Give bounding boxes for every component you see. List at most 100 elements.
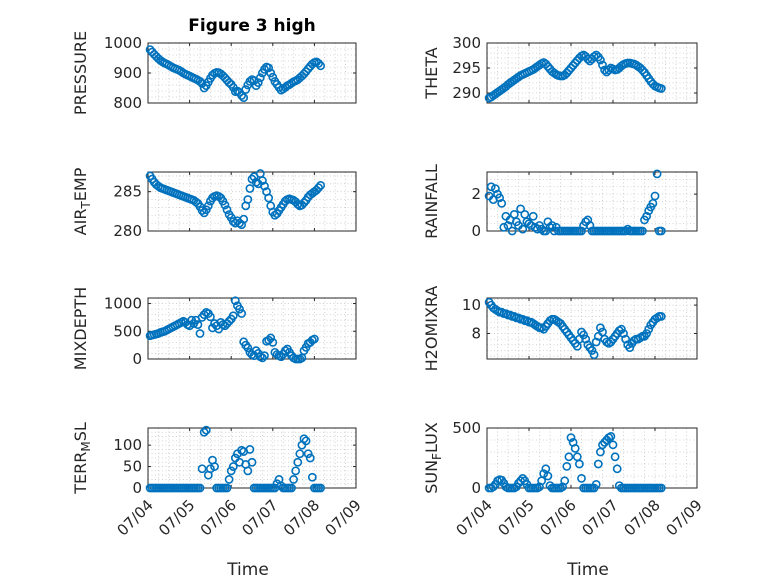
data-point: [656, 226, 666, 236]
data-point: [608, 440, 618, 450]
data-point: [268, 72, 278, 82]
data-point: [566, 63, 576, 73]
data-point: [617, 324, 626, 334]
data-point: [205, 464, 215, 474]
data-point: [197, 206, 207, 215]
y-tick-label: 50: [123, 458, 142, 476]
y-axis-label: AIRTEMP: [71, 167, 93, 235]
x-tick-label: 07/04: [114, 496, 157, 539]
data-point: [516, 476, 525, 486]
data-point: [560, 476, 570, 486]
series-markers: [145, 169, 326, 230]
y-tick-label: 295: [452, 59, 481, 77]
grid: [487, 298, 697, 359]
data-point: [201, 425, 211, 435]
data-point: [656, 483, 666, 493]
data-point: [638, 226, 647, 236]
data-point: [564, 452, 574, 462]
data-point: [228, 311, 238, 321]
panel-rainfall: 0 2 RAINFALL: [422, 164, 698, 240]
data-point: [280, 346, 290, 356]
data-point: [316, 180, 326, 190]
data-point: [490, 184, 500, 193]
x-axis-label: Time: [226, 560, 269, 580]
data-point: [243, 195, 253, 204]
data-point: [642, 211, 651, 221]
data-point: [591, 479, 601, 489]
data-point: [260, 351, 269, 361]
series-markers: [484, 297, 666, 360]
data-point: [314, 59, 323, 68]
data-point: [495, 193, 504, 203]
series-markers: [484, 431, 666, 493]
data-point: [656, 84, 666, 93]
data-point: [245, 77, 255, 86]
series-markers: [484, 169, 666, 236]
data-point: [305, 453, 315, 463]
y-tick-label: 0: [471, 222, 481, 240]
y-axis-label: H2OMIXRA: [422, 286, 441, 372]
data-point: [583, 215, 593, 225]
data-point: [610, 452, 620, 462]
y-tick-label: 290: [452, 84, 481, 102]
data-point: [650, 191, 660, 201]
data-point: [237, 91, 246, 100]
plot-area: [486, 297, 698, 360]
data-point: [230, 296, 240, 306]
data-point: [239, 93, 249, 102]
data-point: [222, 483, 232, 493]
panel-pressure: 800 900 1000 PRESSURE Figure 3 high: [71, 16, 357, 115]
axes-box: [147, 171, 357, 232]
y-axis-label: SUNFLUX: [422, 422, 444, 494]
data-point: [638, 65, 647, 75]
y-axis-label: RAINFALL: [422, 164, 441, 239]
data-point: [581, 334, 591, 344]
data-point: [518, 473, 528, 483]
data-point: [195, 329, 205, 338]
data-point: [199, 427, 209, 437]
data-point: [642, 329, 651, 338]
data-point: [486, 182, 496, 192]
data-point: [299, 198, 309, 208]
data-point: [241, 85, 251, 94]
data-point: [577, 473, 586, 483]
y-tick-label: 2: [471, 185, 481, 203]
data-point: [195, 77, 205, 86]
data-point: [621, 334, 630, 344]
x-tick-label: 07/08: [280, 496, 323, 539]
y-axis-label: PRESSURE: [71, 31, 90, 115]
data-point: [579, 330, 588, 340]
data-point: [568, 61, 578, 70]
data-point: [247, 457, 257, 467]
series-markers: [145, 425, 326, 493]
data-point: [316, 483, 326, 493]
y-tick-label: 285: [113, 183, 142, 201]
data-point: [264, 63, 274, 73]
data-point: [307, 59, 317, 69]
data-point: [237, 220, 246, 230]
y-axis-label: THETA: [422, 47, 441, 99]
data-point: [606, 431, 616, 441]
data-point: [243, 466, 253, 476]
data-point: [287, 483, 296, 493]
axes-box: [486, 297, 698, 360]
data-point: [503, 221, 513, 230]
data-point: [570, 443, 580, 453]
y-tick-label: 800: [113, 94, 142, 112]
panel-theta: 290 295 300 THETA: [422, 34, 698, 104]
data-point: [210, 319, 219, 328]
data-point: [226, 466, 236, 476]
data-point: [499, 222, 509, 232]
data-point: [266, 68, 276, 78]
chart-title: Figure 3 high: [188, 16, 316, 36]
data-point: [516, 204, 525, 214]
data-point: [488, 482, 498, 492]
x-axis-label: Time: [566, 560, 609, 580]
y-axis-label: TERRMSL: [71, 422, 93, 495]
x-tick-label: 07/07: [238, 496, 281, 539]
data-point: [656, 312, 666, 321]
panel-mixdepth: 0 500 1000 MIXDEPTH: [71, 287, 357, 370]
data-point: [570, 58, 580, 68]
data-point: [507, 226, 517, 236]
data-point: [577, 226, 586, 236]
